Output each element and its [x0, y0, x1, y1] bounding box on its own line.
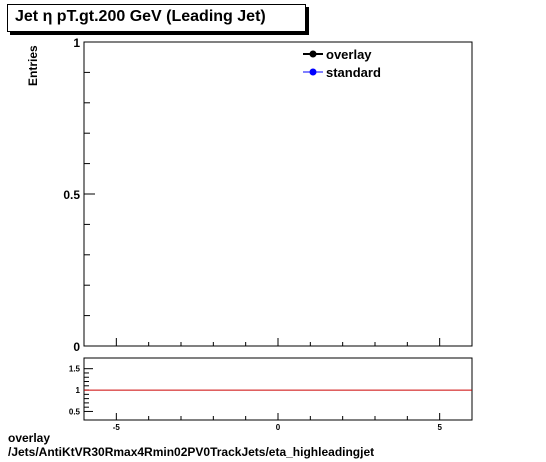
ratio-y-tick-label: 0.5: [69, 407, 81, 416]
chart-title: Jet η pT.gt.200 GeV (Leading Jet): [15, 8, 266, 25]
y-tick-label: 0.5: [63, 188, 80, 202]
legend-label-standard: standard: [326, 65, 381, 80]
y-tick-label: 1: [73, 36, 80, 50]
ratio-x-tick-label: 5: [437, 423, 442, 432]
legend-marker-standard: [309, 68, 317, 76]
y-axis-label: Entries: [26, 45, 40, 86]
footer-label: overlay: [8, 431, 51, 445]
legend-label-overlay: overlay: [326, 47, 372, 62]
ratio-x-tick-label: 0: [276, 423, 281, 432]
legend: overlay standard: [303, 47, 381, 80]
main-plot-frame: [83, 41, 473, 347]
ratio-y-tick-label: 1: [76, 386, 81, 395]
legend-marker-overlay: [309, 50, 317, 58]
footer-path: /Jets/AntiKtVR30Rmax4Rmin02PV0TrackJets/…: [8, 445, 375, 459]
ratio-plot: 0.5 1 1.5 -5 0 5: [69, 357, 473, 432]
ratio-x-tick-label: -5: [113, 423, 121, 432]
main-plot: 0 0.5 1 Entries: [26, 36, 473, 354]
y-tick-label: 0: [73, 340, 80, 354]
ratio-y-tick-label: 1.5: [69, 365, 81, 374]
title-box: Jet η pT.gt.200 GeV (Leading Jet): [7, 4, 306, 32]
ratio-plot-frame: [83, 357, 473, 421]
